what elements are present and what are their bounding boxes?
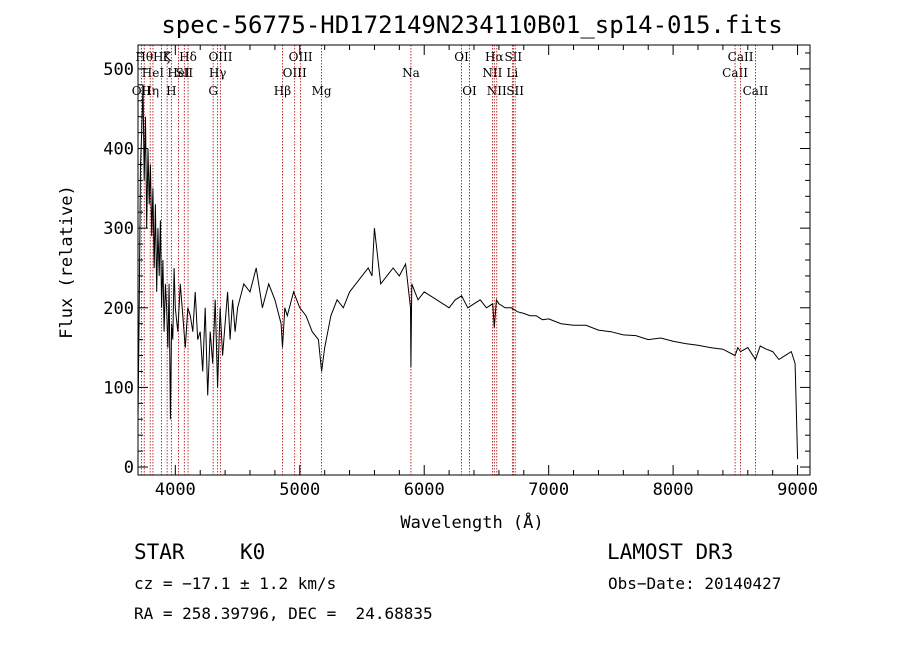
- y-tick-label: 100: [103, 378, 134, 398]
- marker-label: Hα: [485, 50, 504, 64]
- marker-label: Hβ: [274, 84, 291, 98]
- marker-label: SII: [506, 84, 524, 98]
- marker-label: OIII: [283, 66, 307, 80]
- marker-label: HeI: [142, 66, 165, 80]
- x-tick-label: 5000: [279, 480, 320, 500]
- observation-date: Obs−Date: 20140427: [608, 574, 782, 593]
- line-markers: OIIHθHηHeIHζKHHeISIIHδGHγOIIIHβOIIIOIIIM…: [132, 45, 769, 475]
- coordinates: RA = 258.39796, DEC = 24.68835: [134, 604, 433, 623]
- spectrum-chart: spec-56775-HD172149N234110B01_sp14-015.f…: [57, 11, 818, 533]
- x-tick-label: 8000: [653, 480, 694, 500]
- marker-label: Na: [402, 66, 420, 80]
- plot-frame: [137, 44, 811, 476]
- spectral-subclass: K0: [240, 540, 266, 564]
- y-tick-label: 0: [124, 458, 134, 478]
- x-tick-label: 6000: [404, 480, 445, 500]
- marker-label: CaII: [722, 66, 748, 80]
- y-tick-label: 500: [103, 60, 134, 80]
- x-axis-label: Wavelength (Å): [400, 511, 543, 533]
- redshift-cz: cz = −17.1 ± 1.2 km/s: [134, 574, 337, 593]
- y-tick-label: 200: [103, 299, 134, 319]
- marker-label: CaII: [743, 84, 769, 98]
- marker-label: H: [166, 84, 176, 98]
- y-tick-label: 300: [103, 219, 134, 239]
- marker-label: Hγ: [209, 66, 227, 80]
- chart-title: spec-56775-HD172149N234110B01_sp14-015.f…: [161, 11, 782, 39]
- axis-ticks: 4000 5000 6000 7000 8000 9000 0 100 200 300 400 500: [103, 45, 818, 500]
- x-tick-label: 9000: [777, 480, 818, 500]
- marker-label: K: [163, 50, 173, 64]
- marker-label: CaII: [728, 50, 754, 64]
- marker-label: SII: [175, 66, 193, 80]
- marker-label: Mg: [312, 84, 332, 98]
- marker-label: Hζ: [153, 50, 170, 64]
- survey-name: LAMOST DR3: [607, 540, 734, 564]
- spectrum-line: [137, 84, 799, 460]
- marker-label: NII: [487, 84, 507, 98]
- marker-label: Hθ: [135, 50, 153, 64]
- marker-label: OIII: [208, 50, 232, 64]
- y-tick-label: 400: [103, 140, 134, 160]
- marker-label: Hδ: [179, 50, 197, 64]
- marker-label: SII: [504, 50, 522, 64]
- x-tick-label: 4000: [155, 480, 196, 500]
- marker-label: NII: [482, 66, 502, 80]
- marker-label: Li: [506, 66, 518, 80]
- x-tick-label: 7000: [528, 480, 569, 500]
- marker-label: G: [208, 84, 218, 98]
- y-axis-label: Flux (relative): [57, 185, 77, 339]
- marker-label: OI: [462, 84, 477, 98]
- marker-label: OI: [454, 50, 469, 64]
- marker-label: Hη: [141, 84, 159, 98]
- marker-label: OII: [132, 84, 152, 98]
- marker-label: OIII: [289, 50, 313, 64]
- object-class: STAR: [134, 540, 185, 564]
